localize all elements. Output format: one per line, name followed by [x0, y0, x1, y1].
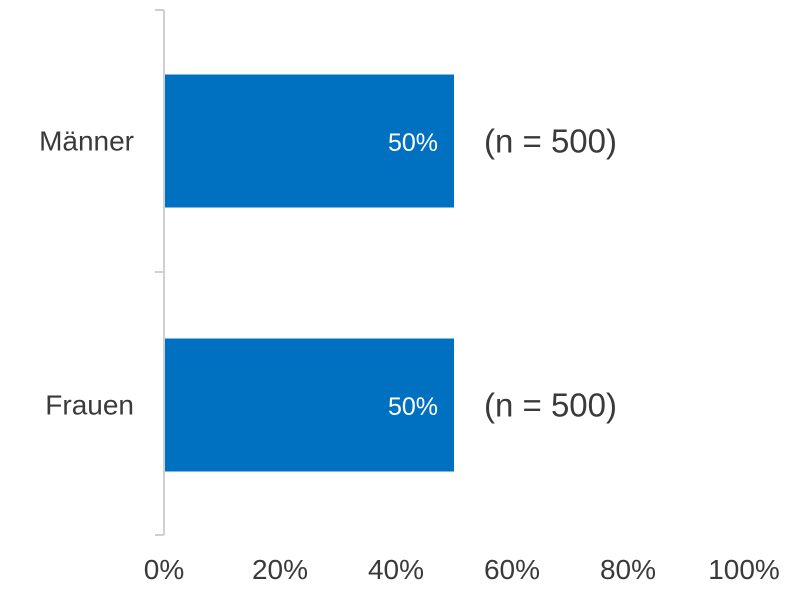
x-tick-label: 60%: [484, 554, 540, 585]
bar: [165, 74, 454, 208]
sample-size-annotation: (n = 500): [484, 123, 617, 160]
category-label: Frauen: [45, 390, 134, 421]
data-label: 50%: [388, 393, 438, 421]
sample-size-annotation: (n = 500): [484, 387, 617, 424]
x-tick-label: 0%: [144, 554, 184, 585]
x-tick-label: 100%: [708, 554, 780, 585]
x-tick-label: 20%: [252, 554, 308, 585]
axis-layer: [155, 9, 165, 536]
bars-layer: [165, 74, 454, 472]
labels-layer: Männer 50% (n = 500) Frauen 50% (n = 500) 0% 20…: [39, 123, 780, 586]
bar: [165, 338, 454, 472]
data-label: 50%: [388, 129, 438, 157]
x-tick-label: 80%: [600, 554, 656, 585]
category-label: Männer: [39, 126, 134, 157]
x-tick-label: 40%: [368, 554, 424, 585]
